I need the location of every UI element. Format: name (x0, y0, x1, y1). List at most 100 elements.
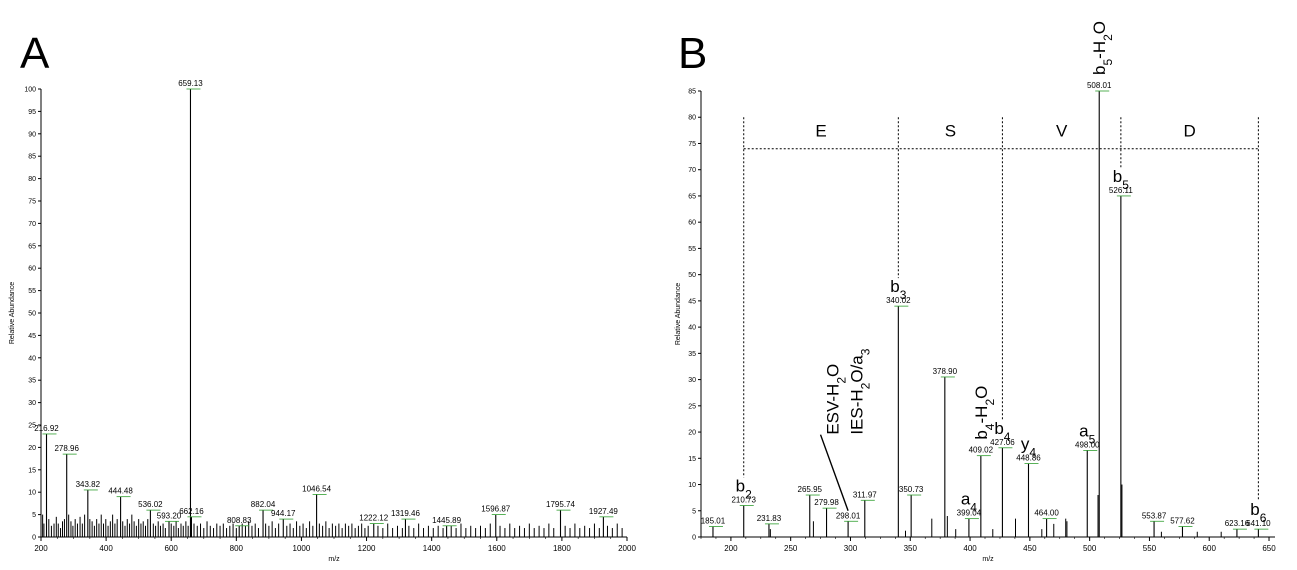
y-tick-label: 85 (28, 154, 36, 161)
peak-mz-label: 944.17 (271, 509, 296, 518)
ion-label-subscript: 2 (858, 382, 872, 389)
ion-label-subscript: 2 (745, 488, 752, 502)
y-axis-label: Relative Abundance (675, 283, 682, 345)
x-tick-label: 2000 (618, 544, 636, 553)
ion-label: y4 (1021, 435, 1037, 460)
ion-label: b4 (994, 419, 1010, 444)
peak-mz-label: 378.90 (933, 367, 958, 376)
peak-mz-label: 409.02 (969, 446, 994, 455)
peak-mz-label: 498.00 (1075, 440, 1100, 449)
peak-mz-label: 536.02 (138, 500, 163, 509)
ion-label-text: a (961, 490, 971, 509)
y-tick-label: 40 (688, 325, 696, 332)
y-tick-label: 30 (28, 400, 36, 407)
ion-label-text: O (1090, 21, 1109, 34)
y-tick-label: 60 (688, 220, 696, 227)
peak-mz-label: 623.16 (1225, 519, 1250, 528)
peak-mz-label: 593.20 (157, 511, 182, 520)
y-tick-label: 35 (688, 351, 696, 358)
x-tick-label: 500 (1083, 544, 1097, 553)
ion-label: b3 (890, 277, 906, 302)
peak-mz-label: 231.83 (757, 514, 782, 523)
y-tick-label: 70 (28, 221, 36, 228)
peak-mz-label: 659.13 (178, 79, 203, 88)
peak-mz-label: 1927.49 (589, 507, 618, 516)
x-axis-label: m/z (982, 556, 994, 563)
peak-mz-label: 526.11 (1109, 186, 1133, 195)
ion-label-text: O (972, 386, 991, 399)
ion-label-text: -H (1090, 41, 1109, 59)
ion-label-text: a (1079, 421, 1089, 440)
y-tick-label: 90 (28, 131, 36, 138)
ion-label-subscript: 3 (858, 348, 872, 355)
peak-mz-label: 1319.46 (391, 509, 420, 518)
y-tick-label: 5 (32, 512, 36, 519)
ion-label-leader (819, 434, 849, 512)
peak-mz-label: 1222.12 (359, 514, 388, 523)
y-tick-label: 50 (28, 311, 36, 318)
peak-mz-label: 311.97 (853, 490, 877, 499)
ion-label-subscript: 5 (1122, 178, 1129, 192)
y-tick-label: 20 (28, 445, 36, 452)
x-axis-label: m/z (328, 556, 340, 563)
ion-label-subscript: 4 (983, 423, 997, 430)
x-tick-label: 600 (1203, 544, 1217, 553)
y-tick-label: 80 (688, 115, 696, 122)
ion-label: b5 (1113, 167, 1129, 192)
peak-mz-label: 448.86 (1016, 454, 1041, 463)
peak-mz-label: 444.48 (108, 487, 133, 496)
ion-label-text: b (994, 419, 1003, 438)
peak-mz-label: 662.16 (179, 507, 204, 516)
y-tick-label: 20 (688, 430, 696, 437)
ion-label-text: O (824, 364, 843, 377)
x-tick-label: 300 (844, 544, 858, 553)
ion-label-text: b (890, 277, 899, 296)
ion-label-subscript: 3 (900, 288, 907, 302)
sequence-residue-d: D (1183, 122, 1195, 141)
ion-label-subscript: 5 (1089, 432, 1096, 446)
ion-label-text: IES-H (847, 389, 866, 434)
x-tick-label: 400 (99, 544, 113, 553)
ion-label: a5 (1079, 421, 1095, 446)
peak-mz-label: 553.87 (1142, 511, 1167, 520)
peak-mz-label: 1445.89 (432, 516, 461, 525)
peak-mz-label: 464.00 (1034, 509, 1059, 518)
y-tick-label: 75 (28, 199, 36, 206)
peak-mz-label: 641.10 (1246, 519, 1271, 528)
panel-label: B (678, 29, 707, 78)
y-tick-label: 0 (32, 535, 36, 542)
peak-mz-label: 279.98 (814, 498, 839, 507)
ion-label-text: y (1021, 435, 1030, 454)
y-tick-label: 45 (28, 333, 36, 340)
y-tick-label: 85 (688, 89, 696, 96)
y-tick-label: 25 (688, 403, 696, 410)
ion-label-subscript: 4 (1029, 446, 1036, 460)
y-tick-label: 10 (28, 490, 36, 497)
ion-label: a4 (961, 490, 977, 515)
peak-mz-label: 343.82 (76, 480, 101, 489)
x-tick-label: 200 (34, 544, 48, 553)
y-tick-label: 95 (28, 109, 36, 116)
y-tick-label: 55 (28, 288, 36, 295)
x-tick-label: 200 (724, 544, 738, 553)
ion-label-text: b (1090, 66, 1109, 75)
x-tick-label: 1400 (423, 544, 441, 553)
ion-label-text: ESV-H (824, 384, 843, 435)
x-tick-label: 600 (165, 544, 179, 553)
peak-mz-label: 185.01 (701, 517, 726, 526)
x-tick-label: 450 (1023, 544, 1037, 553)
y-tick-label: 30 (688, 377, 696, 384)
ion-label-text: O/a (847, 355, 866, 383)
peak-mz-label: 508.01 (1087, 81, 1112, 90)
ion-label: b5-H2O (1090, 21, 1115, 75)
peak-mz-label: 278.96 (54, 444, 79, 453)
y-tick-label: 100 (24, 87, 36, 94)
y-tick-label: 50 (688, 272, 696, 279)
x-tick-label: 800 (230, 544, 244, 553)
x-tick-label: 400 (963, 544, 977, 553)
ion-label: b2 (736, 477, 752, 502)
y-tick-label: 45 (688, 298, 696, 305)
y-tick-label: 65 (28, 243, 36, 250)
